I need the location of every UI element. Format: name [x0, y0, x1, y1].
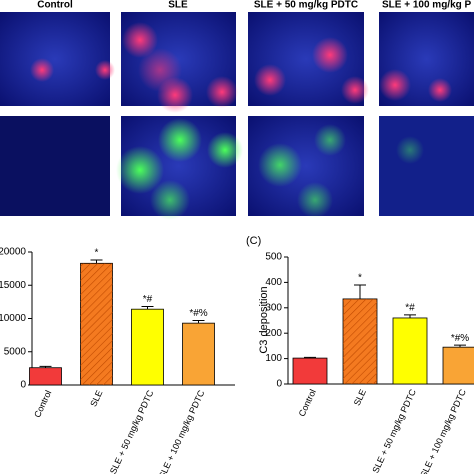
y-tick-label: 5000 [4, 346, 27, 357]
significance-label: *#% [189, 308, 207, 319]
column-header: SLE [168, 0, 188, 11]
bar [131, 308, 164, 386]
micrographs [0, 12, 474, 220]
y-tick-label: 200 [265, 328, 282, 339]
panel-label: (C) [246, 235, 261, 247]
significance-label: * [358, 273, 362, 284]
x-tick-label: SLE [88, 389, 104, 409]
significance-label: * [95, 248, 99, 259]
significance-label: *# [405, 303, 415, 314]
bar [442, 346, 474, 385]
x-tick-label: SLE + 100 mg/kg PDTC [418, 387, 468, 474]
significance-label: *#% [451, 333, 469, 344]
y-tick-label: 0 [276, 379, 282, 390]
x-tick-label: SLE + 100 mg/kg PDTC [157, 388, 207, 474]
significance-label: *# [143, 294, 153, 305]
column-header: SLE + 100 mg/kg P [382, 0, 472, 11]
column-header: SLE + 50 mg/kg PDTC [254, 0, 358, 11]
y-tick-label: 500 [265, 252, 282, 263]
y-tick-label: 10000 [0, 313, 26, 324]
bar [392, 317, 428, 385]
bar-hatch [343, 298, 377, 384]
y-tick-label: 300 [265, 302, 282, 313]
error-bar [141, 306, 154, 310]
error-bar [39, 365, 52, 368]
bar-hatch [80, 263, 113, 385]
x-tick-label: Control [297, 388, 318, 419]
x-tick-label: SLE + 50 mg/kg PDTC [108, 388, 156, 474]
x-tick-label: Control [32, 389, 53, 420]
error-bar [90, 259, 103, 264]
y-tick-label: 100 [265, 353, 282, 364]
error-bar [354, 284, 366, 299]
error-bar [304, 356, 316, 359]
error-bar [454, 344, 466, 348]
y-tick-label: 0 [20, 380, 26, 391]
bar [182, 322, 215, 386]
y-tick-label: 20000 [0, 247, 26, 258]
error-bar [404, 314, 416, 318]
bar [292, 357, 328, 385]
column-header: Control [37, 0, 73, 11]
x-tick-label: SLE + 50 mg/kg PDTC [370, 387, 418, 474]
x-tick-label: SLE [352, 388, 368, 408]
y-tick-label: 15000 [0, 280, 26, 291]
error-bar [192, 319, 205, 324]
y-axis-label: C3 deposition [258, 286, 270, 353]
y-tick-label: 400 [265, 277, 282, 288]
bar [29, 367, 62, 386]
